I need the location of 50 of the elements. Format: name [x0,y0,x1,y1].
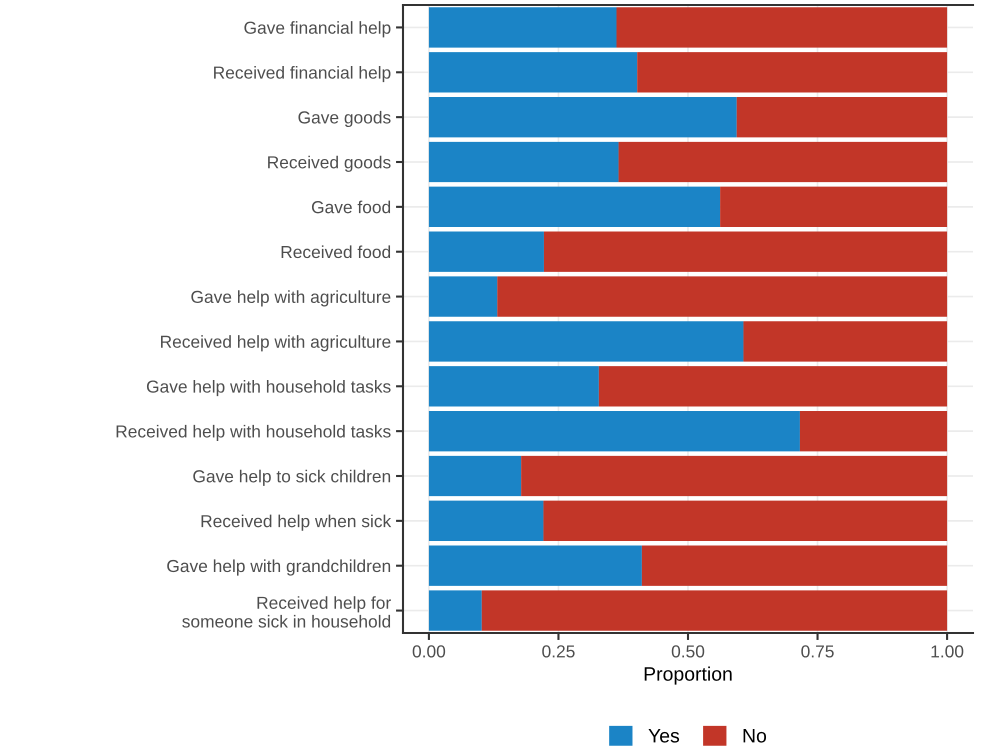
bar [428,366,599,406]
bar [637,52,948,92]
bar [428,52,638,92]
bar [642,546,948,586]
y-tick-label: Received goods [268,156,391,172]
y-tick-label: Received help with household tasks [116,424,391,442]
bar [618,142,948,182]
x-tick-label: 0.00 [412,645,446,658]
legend-label: No [744,729,766,743]
bar [428,456,522,496]
bar [543,500,948,542]
bar [736,96,948,138]
bar [521,456,948,496]
bar [428,96,737,138]
bar [428,232,544,272]
y-tick-label: Gave help with agriculture [191,290,390,306]
bar [428,142,619,182]
bar [598,366,948,406]
bar [428,186,720,228]
x-tick-label: 0.50 [672,645,704,658]
legend-label: Yes [648,729,680,743]
x-tick-label: 0.75 [801,645,834,658]
bar [482,590,948,631]
y-tick-label: Gave financial help [244,21,390,38]
bar [428,590,482,631]
bar [428,500,544,542]
bar [743,321,948,362]
y-tick-label: Received help with agriculture [161,335,390,352]
bar [544,232,948,272]
y-tick-label: Gave help with household tasks [146,380,391,396]
y-tick-label: Received financial help [214,66,390,82]
y-tick-label: Received food [282,245,390,258]
y-tick-label: Gave help to sick children [193,470,390,486]
y-tick-label: Gave goods [298,110,391,128]
x-tick-label: 1.00 [932,645,964,658]
y-tick-label: Received help for someone sick in household [182,596,391,628]
bar [497,276,948,317]
y-tick-label: Gave help with grandchildren [167,559,390,576]
bar [616,7,948,48]
y-tick-label: Received help when sick [202,514,392,531]
y-tick-label: Gave food [312,200,390,214]
bar [428,546,642,586]
bar [428,321,744,362]
x-tick-label: 0.25 [542,645,575,658]
bar [428,7,616,48]
bar [800,410,948,452]
bar [428,410,800,452]
x-axis-title: Proportion [644,666,732,685]
bar [720,186,948,228]
bar [428,276,498,317]
